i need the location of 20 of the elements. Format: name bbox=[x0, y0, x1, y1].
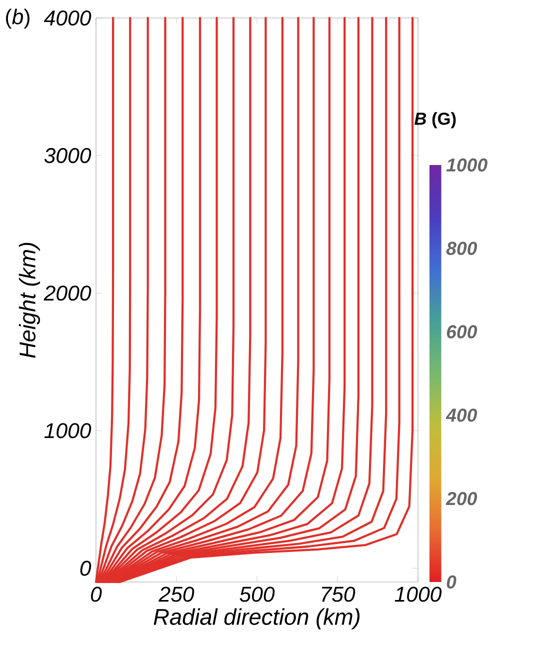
x-tick-label: 750 bbox=[322, 586, 356, 602]
x-axis-title: Radial direction (km) bbox=[154, 608, 360, 630]
x-tick-label: 1000 bbox=[394, 586, 442, 602]
color-bar-label: 200 bbox=[446, 492, 478, 506]
color-bar-label: 600 bbox=[446, 325, 478, 338]
color-bar-label: 0 bbox=[446, 575, 456, 589]
y-tick-label: 3000 bbox=[44, 148, 92, 164]
y-tick-label: 1000 bbox=[44, 423, 92, 438]
y-tick-label: 0 bbox=[80, 560, 92, 576]
y-tick-label: 2000 bbox=[44, 286, 92, 301]
x-tick-label: 500 bbox=[240, 586, 275, 602]
color-bar-label: 800 bbox=[446, 242, 478, 256]
color-bar-title: B (G) bbox=[414, 112, 456, 128]
color-bar-label: 400 bbox=[446, 408, 478, 422]
color-bar-label: 1000 bbox=[446, 158, 488, 172]
text: (b) bbox=[6, 8, 30, 29]
x-tick-label: 0 bbox=[90, 586, 102, 602]
y-tick-label: 4000 bbox=[44, 10, 92, 26]
x-tick-label: 250 bbox=[158, 586, 194, 602]
y-axis-title: Height (km) bbox=[18, 242, 40, 358]
